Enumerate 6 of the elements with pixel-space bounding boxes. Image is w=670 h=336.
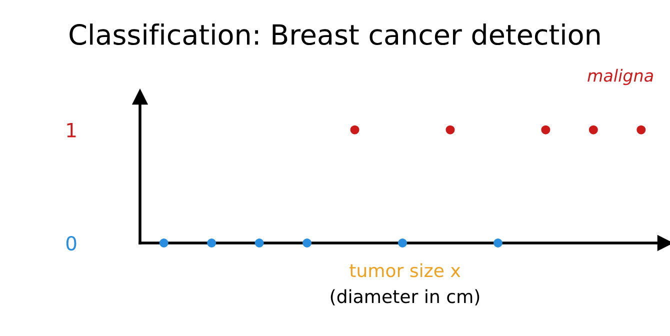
text: (diameter in cm) bbox=[330, 289, 480, 306]
chart-title: Classification: Breast cancer detection bbox=[70, 24, 600, 46]
text: maligna bbox=[588, 68, 653, 86]
y-tick-label: 1 bbox=[67, 123, 76, 138]
y-tick-label: 0 bbox=[66, 236, 76, 251]
x-axis-title: tumor size x bbox=[350, 263, 460, 278]
